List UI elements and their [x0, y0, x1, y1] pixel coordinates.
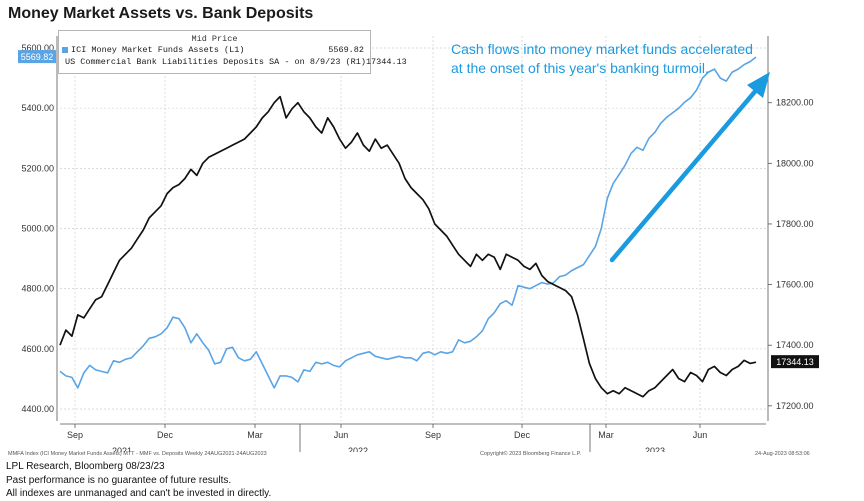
- chart-area: 4400.00 4600.00 4800.00 5000.00 5200.00 5400.…: [0, 28, 864, 458]
- annotation-text: Cash flows into money market funds accel…: [451, 41, 753, 76]
- legend-swatch-mmf: [62, 47, 68, 53]
- note-indexes: All indexes are unmanaged and can't be i…: [6, 488, 272, 499]
- series-lines: [59, 56, 757, 398]
- x-axis: Sep Dec Mar Jun Sep Dec Mar Jun 2021 2022 2023: [60, 423, 766, 458]
- legend: Mid Price ICI Money Market Funds Assets …: [58, 30, 407, 74]
- right-last-value-box: [771, 355, 819, 369]
- left-last-value-box: [18, 50, 56, 64]
- left-tick-label: 4400.00: [21, 404, 54, 414]
- x-tick-label: Mar: [247, 430, 263, 440]
- x-tick-label: Dec: [514, 430, 531, 440]
- footer-copyright: Copyright© 2023 Bloomberg Finance L.P.: [480, 451, 582, 457]
- x-tick-label: Dec: [157, 430, 174, 440]
- year-label: 2023: [645, 446, 665, 452]
- chart-title: Money Market Assets vs. Bank Deposits: [8, 5, 314, 22]
- gridlines: [60, 36, 766, 421]
- right-tick-label: 18200.00: [776, 98, 814, 108]
- left-tick-label: 5400.00: [21, 103, 54, 113]
- trend-arrow-shaft: [609, 85, 761, 263]
- chart-svg: 4400.00 4600.00 4800.00 5000.00 5200.00 5400.…: [18, 36, 819, 458]
- left-tick-label: 5600.00: [21, 43, 54, 53]
- right-tick-label: 17800.00: [776, 219, 814, 229]
- x-tick-label: Jun: [334, 430, 349, 440]
- right-tick-label: 17600.00: [776, 280, 814, 290]
- right-tick-label: 18000.00: [776, 158, 814, 168]
- left-last-value-label: 5569.82: [21, 52, 54, 62]
- left-axis: 4400.00 4600.00 4800.00 5000.00 5200.00 5400.…: [21, 36, 58, 421]
- right-tick-label: 17200.00: [776, 401, 814, 411]
- trend-arrow-head: [747, 72, 770, 98]
- series-line-mmf: [59, 56, 757, 389]
- legend-header: Mid Price: [191, 34, 238, 44]
- x-tick-label: Mar: [598, 430, 614, 440]
- left-tick-label: 5200.00: [21, 163, 54, 173]
- legend-value-deposits: 17344.13: [365, 57, 407, 67]
- series-line-deposits: [59, 95, 757, 398]
- right-last-value-label: 17344.13: [776, 357, 814, 367]
- left-tick-label: 5000.00: [21, 224, 54, 234]
- note-performance: Past performance is no guarantee of futu…: [6, 474, 232, 486]
- right-axis: 17200.00 17400.00 17600.00 17800.00 18000.00…: [767, 36, 814, 421]
- trend-arrow: [609, 72, 770, 263]
- left-tick-label: 4600.00: [21, 344, 54, 354]
- right-tick-label: 17400.00: [776, 340, 814, 350]
- left-tick-label: 4800.00: [21, 284, 54, 294]
- footer-source: MMFA Index (ICI Money Market Funds Asset…: [8, 451, 267, 457]
- x-tick-label: Jun: [693, 430, 708, 440]
- footer-timestamp: 24-Aug-2023 08:53:06: [755, 451, 810, 457]
- x-tick-label: Sep: [425, 430, 441, 440]
- legend-value-mmf: 5569.82: [328, 45, 364, 55]
- legend-label-deposits: US Commercial Bank Liabilities Deposits …: [65, 57, 366, 67]
- x-tick-label: Sep: [67, 430, 83, 440]
- note-source: LPL Research, Bloomberg 08/23/23: [6, 461, 165, 472]
- legend-label-mmf: ICI Money Market Funds Assets (L1): [71, 45, 245, 55]
- year-label: 2021: [112, 446, 132, 452]
- legend-item-deposits: US Commercial Bank Liabilities Deposits …: [59, 56, 407, 68]
- notes: LPL Research, Bloomberg 08/23/23 Past pe…: [6, 460, 271, 501]
- last-value-labels: 5569.82 17344.13: [18, 50, 819, 369]
- year-label: 2022: [348, 446, 368, 452]
- legend-item-mmf: ICI Money Market Funds Assets (L1) 5569.…: [59, 44, 370, 56]
